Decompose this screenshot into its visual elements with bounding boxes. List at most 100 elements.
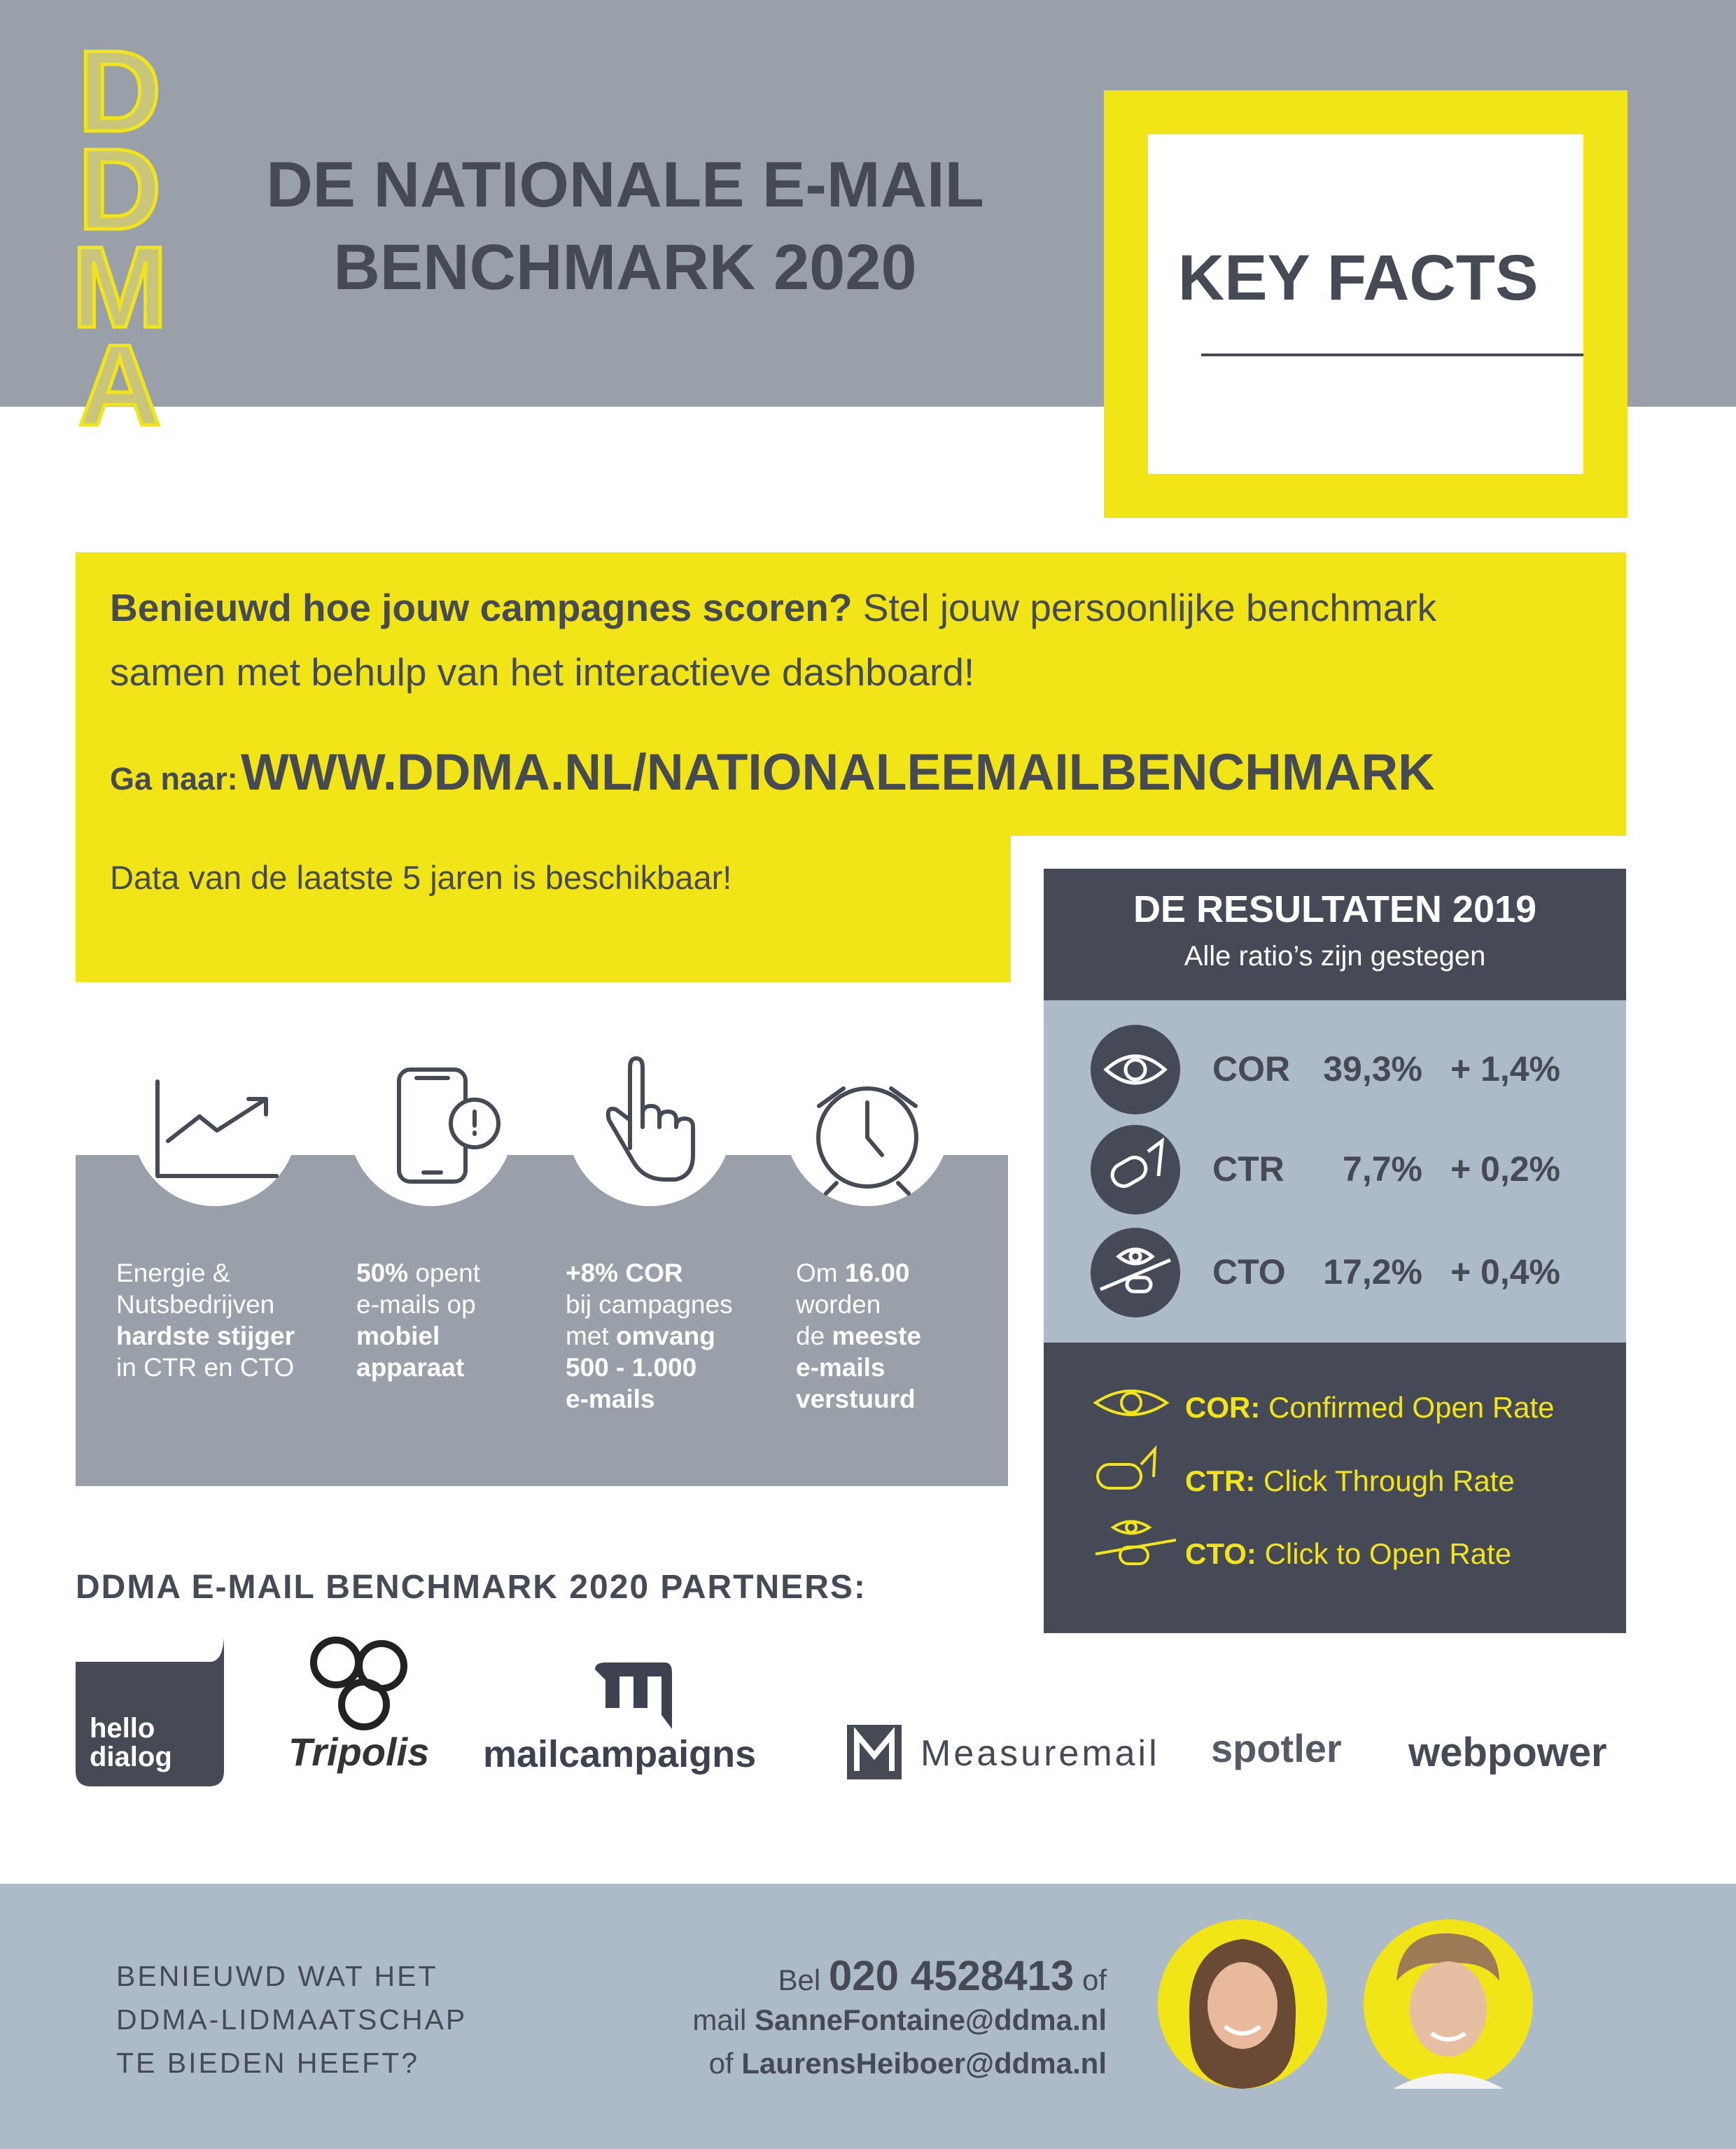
result-metric: CTR — [1212, 1149, 1284, 1189]
fact-line: de meeste — [796, 1320, 921, 1352]
fact-line: e-mails — [796, 1352, 921, 1383]
fact-text: met — [566, 1322, 616, 1350]
fact-text: Energie & — [116, 1259, 230, 1287]
fact-line: apparaat — [356, 1352, 480, 1383]
results-header — [1044, 869, 1626, 1000]
fact-line: Energie & — [116, 1257, 295, 1289]
legend-label: Confirmed Open Rate — [1268, 1391, 1555, 1424]
result-change: + 1,4% — [1450, 1049, 1560, 1088]
contact-pre: Bel — [778, 1963, 821, 1996]
fact-line: in CTR en CTO — [116, 1352, 295, 1383]
fact: Om 16.00 worden de meeste e-mails verstuurd — [796, 1257, 921, 1415]
partner-logo-shapes — [76, 1637, 902, 1786]
fact-line: bij campagnes — [566, 1289, 733, 1320]
fact-text: omvang — [615, 1322, 715, 1350]
link[interactable]: WWW.DDMA.NL/NATIONALEEMAILBENCHMARK — [241, 744, 1435, 801]
contact-post: of — [1082, 1963, 1107, 1996]
partner-logo: mailcampaigns — [483, 1733, 757, 1775]
intro-line: samen met behulp van het interactieve da… — [110, 650, 975, 694]
badge-inner — [1148, 134, 1583, 474]
contact-pre: mail — [692, 2003, 747, 2036]
fact-line: verstuurd — [796, 1383, 921, 1415]
partner-logo: Measuremail — [920, 1733, 1160, 1774]
legend-label: Click Through Rate — [1263, 1464, 1515, 1497]
fact-text: verstuurd — [796, 1385, 916, 1413]
result-value: 39,3% — [1323, 1049, 1422, 1088]
contact-line: Bel 020 4528413 of — [778, 1952, 1107, 2000]
legend-label: Click to Open Rate — [1264, 1537, 1512, 1570]
fact-text: worden — [796, 1290, 881, 1319]
link-label: Ga naar: — [110, 761, 238, 797]
partners-title: DDMA E-MAIL BENCHMARK 2020 PARTNERS: — [76, 1569, 867, 1606]
link-row: Ga naar: WWW.DDMA.NL/NATIONALEEMAILBENCH… — [110, 743, 1435, 802]
contact-main: 020 4528413 — [828, 1952, 1074, 1999]
fact-text: e-mails — [796, 1353, 886, 1382]
fact-line: e-mails op — [356, 1289, 480, 1320]
fact-line: Nutsbedrijven — [116, 1289, 295, 1320]
title-line: DE NATIONALE E-MAIL — [266, 149, 984, 220]
results-title: DE RESULTATEN 2019 — [1133, 888, 1537, 930]
footer-question-line: BENIEUWD WAT HET — [116, 1960, 438, 1992]
fact-line: met omvang — [566, 1320, 733, 1352]
fact-line: worden — [796, 1289, 921, 1320]
intro-line: Stel jouw persoonlijke benchmark — [862, 586, 1437, 629]
fact-line: hardste stijger — [116, 1320, 295, 1352]
fact-text: in CTR en CTO — [116, 1353, 295, 1382]
facts-panel — [76, 1155, 1008, 1486]
fact-icons — [155, 1056, 918, 1196]
ddma-logo: DDMA — [54, 25, 186, 421]
legend-entry: CTO: Click to Open Rate — [1185, 1537, 1511, 1571]
partner-logo: webpower — [1408, 1730, 1607, 1775]
result-value: 17,2% — [1323, 1252, 1422, 1292]
contact-line: mail SanneFontaine@ddma.nl — [692, 2003, 1107, 2037]
legend-abbr: COR: — [1185, 1391, 1261, 1424]
fact-text: Om — [796, 1259, 845, 1287]
contact-line: of LaurensHeiboer@ddma.nl — [709, 2047, 1107, 2080]
results-subtitle: Alle ratio’s zijn gestegen — [1184, 941, 1486, 972]
partner-logo: spotler — [1211, 1726, 1342, 1770]
intro-question: Benieuwd hoe jouw campagnes scoren? — [110, 586, 853, 629]
fact-line: 50% opent — [356, 1257, 480, 1289]
fact-text: Nutsbedrijven — [116, 1290, 275, 1319]
fact-text: apparaat — [356, 1353, 465, 1382]
intro-text: Benieuwd hoe jouw campagnes scoren? Stel… — [110, 585, 1436, 630]
contact-pre: of — [708, 2047, 734, 2080]
fact-text: 500 - 1.000 — [566, 1353, 697, 1382]
intro-box — [76, 552, 1626, 982]
partner-logo: Tripolis — [288, 1730, 430, 1774]
result-metric: COR — [1212, 1049, 1291, 1088]
footer-question-line: DDMA-LIDMAATSCHAP — [116, 2003, 468, 2036]
fact-text: opent — [408, 1259, 480, 1287]
fact-text: 16.00 — [844, 1259, 910, 1287]
intro-note: Data van de laatste 5 jaren is beschikba… — [110, 859, 732, 896]
fact-line: +8% COR — [566, 1257, 733, 1289]
result-change: + 0,2% — [1450, 1149, 1560, 1189]
fact-text: bij campagnes — [566, 1290, 733, 1319]
fact-text: mobiel — [356, 1322, 440, 1350]
fact-text: 50% — [356, 1259, 409, 1287]
footer-question-line: TE BIEDEN HEEFT? — [116, 2047, 420, 2079]
contact-main: SanneFontaine@ddma.nl — [755, 2003, 1107, 2036]
fact: 50% opent e-mails op mobiel apparaat — [356, 1257, 480, 1383]
partner-logo: dialog — [90, 1742, 172, 1772]
title-line: BENCHMARK 2020 — [333, 232, 917, 303]
legend-entry: CTR: Click Through Rate — [1185, 1464, 1515, 1498]
fact-line: e-mails — [566, 1383, 733, 1415]
partner-logo: hello — [90, 1713, 155, 1744]
contact-main: LaurensHeiboer@ddma.nl — [741, 2047, 1107, 2080]
fact-text: meeste — [832, 1322, 921, 1350]
fact: Energie & Nutsbedrijven hardste stijger in … — [116, 1257, 295, 1383]
fact-text: e-mails — [566, 1385, 655, 1413]
legend-entry: COR: Confirmed Open Rate — [1185, 1391, 1555, 1424]
fact-text: +8% COR — [566, 1259, 683, 1287]
legend-abbr: CTO: — [1185, 1537, 1256, 1570]
fact-text: hardste stijger — [116, 1322, 295, 1350]
result-change: + 0,4% — [1450, 1252, 1560, 1292]
contact-photos — [1158, 1919, 1533, 2089]
result-icons — [1091, 1025, 1180, 1565]
legend-abbr: CTR: — [1185, 1464, 1256, 1497]
result-value: 7,7% — [1343, 1149, 1422, 1189]
fact-line: Om 16.00 — [796, 1257, 921, 1289]
fact-text: e-mails op — [356, 1290, 476, 1319]
